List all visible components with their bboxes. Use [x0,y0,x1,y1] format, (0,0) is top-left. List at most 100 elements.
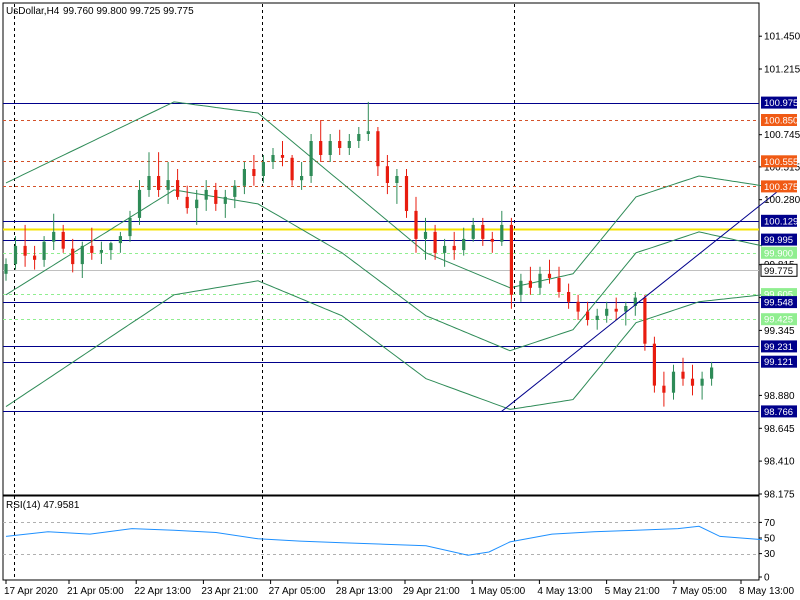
price-tag-box-0 [761,96,797,109]
bollinger-bands [5,101,763,410]
candle-body-11 [109,243,113,251]
candle-body-39 [376,131,380,167]
candle-body-10 [99,250,103,253]
candle-body-34 [328,141,332,155]
rsi-panel: 70 50 30 0 RSI(14) 47.9581 [2,495,776,584]
candle-body-30 [290,157,294,181]
candle-body-20 [195,199,199,209]
candle-body-13 [128,217,132,237]
time-tick-label-8: 4 May 13:00 [537,586,592,597]
price-tag-label-12: 99.121 [764,357,793,368]
candle-body-67 [643,297,647,344]
candle-body-36 [347,141,351,148]
candle-body-58 [557,278,561,292]
candle-body-37 [357,134,361,141]
time-tick-label-5: 28 Apr 13:00 [336,586,393,597]
time-tick-label-6: 29 Apr 21:00 [403,586,460,597]
price-tag-box-5 [761,233,797,246]
price-tag-label-5: 99.995 [764,235,793,246]
candle-body-41 [395,176,399,183]
price-tag-label-9: 99.548 [764,298,793,309]
candle-body-59 [567,292,571,302]
price-tag-label-2: 100.555 [764,157,798,168]
price-tag-label-10: 99.425 [764,315,793,326]
price-tag-label-0: 100.975 [764,98,798,109]
price-tick-label-4: 100.280 [764,195,800,206]
time-tick-label-7: 1 May 05:00 [470,586,525,597]
candlesticks [4,101,714,407]
time-tick-label-2: 22 Apr 13:00 [134,586,191,597]
candle-body-31 [300,176,304,181]
price-tick-label-7: 99.345 [764,326,795,337]
candle-body-14 [137,189,142,218]
bollinger-lower-band [5,280,763,410]
candle-body-70 [671,371,676,393]
candle-body-74 [710,367,714,379]
price-tag-box-2 [761,155,797,168]
candle-body-7 [71,248,75,265]
candle-body-60 [576,301,580,312]
time-tick-label-10: 7 May 05:00 [672,586,727,597]
candle-body-50 [481,224,485,239]
candle-body-42 [404,176,409,211]
main-panel: 101.450101.215100.745100.515100.28099.81… [2,2,800,579]
bollinger-upper-band [5,101,763,289]
main-panel-frame [2,2,760,496]
candle-body-47 [452,245,456,251]
candle-body-63 [605,308,609,316]
candle-body-32 [309,141,313,176]
candle-body-43 [414,210,418,239]
candle-body-18 [176,180,180,197]
price-tick-label-8: 98.880 [764,391,795,402]
time-tick-label-4: 27 Apr 05:00 [269,586,326,597]
candle-body-16 [157,176,161,190]
price-tag-box-6 [761,246,797,259]
time-tick-label-11: 8 May 13:00 [739,586,794,597]
candle-body-56 [538,273,542,288]
chart-header-symbol: UsDollar,H4 [6,6,60,17]
time-tick-label-3: 23 Apr 21:00 [201,586,258,597]
price-tick-label-10: 98.410 [764,457,795,468]
candle-body-28 [271,155,275,162]
candle-body-65 [624,306,628,312]
rsi-levels [3,522,759,555]
candle-body-19 [185,196,189,209]
candle-body-9 [90,245,94,253]
candle-body-12 [118,236,122,244]
candle-body-66 [633,297,637,306]
candle-body-4 [42,241,46,260]
price-tag-label-6: 99.900 [764,248,793,259]
candle-body-25 [242,169,246,186]
rsi-tick-label-1: 50 [764,534,776,545]
bollinger-middle-band [5,189,763,352]
rsi-tick-label-2: 30 [764,549,776,560]
price-tag-box-10 [761,313,797,326]
candle-body-64 [614,308,618,312]
time-axis: 17 Apr 2020 21 Apr 05:00 22 Apr 13:00 23 Ap… [4,580,794,597]
candle-body-68 [652,343,656,386]
candle-body-17 [166,180,170,190]
candle-body-35 [338,141,342,148]
price-tag-box-4 [761,214,797,227]
support-trendline [501,186,784,412]
chart-header-ohlc: 99.760 99.800 99.725 99.775 [63,6,194,17]
price-tick-label-0: 101.450 [764,32,800,43]
candle-body-33 [319,141,323,155]
candle-body-40 [385,166,389,183]
candle-body-69 [662,385,666,393]
candle-body-38 [366,131,370,134]
time-tick-label-1: 21 Apr 05:00 [67,586,124,597]
candle-body-29 [280,155,285,158]
rsi-axis: 70 50 30 0 [759,518,776,584]
candle-body-15 [147,176,151,190]
price-tag-label-11: 99.231 [764,342,793,353]
rsi-tick-label-3: 0 [764,573,770,584]
candle-body-3 [33,255,37,260]
price-tag-box-9 [761,296,797,309]
candle-body-62 [595,315,599,320]
candle-body-45 [433,231,437,253]
candle-body-55 [528,280,532,288]
candle-body-24 [233,185,237,197]
candle-body-53 [509,224,513,295]
